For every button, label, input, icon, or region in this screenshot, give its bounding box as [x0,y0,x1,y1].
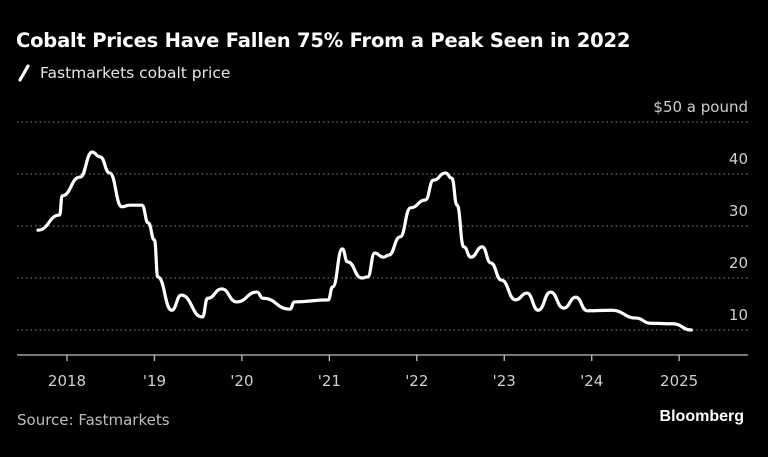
y-tick-label: $50 a pound [653,98,748,116]
y-tick-label: 30 [729,202,748,220]
y-tick-label: 40 [729,150,748,168]
legend-label: Fastmarkets cobalt price [40,64,231,82]
bloomberg-logo: Bloomberg [659,408,744,425]
legend: Fastmarkets cobalt price [18,64,230,82]
series-line [36,150,693,332]
x-tick-label: '22 [405,372,428,390]
legend-swatch-icon [18,64,30,82]
x-tick-label: '24 [580,372,603,390]
y-tick-label: 20 [729,254,748,272]
x-tick-label: '20 [230,372,253,390]
source-note: Source: Fastmarkets [17,411,170,429]
chart-title: Cobalt Prices Have Fallen 75% From a Pea… [16,29,631,52]
x-tick-label: 2025 [660,372,698,390]
x-tick-label: '23 [493,372,516,390]
y-tick-label: 10 [729,306,748,324]
x-tick-label: '21 [318,372,341,390]
x-tick-label: 2018 [48,372,86,390]
x-tick-label: '19 [143,372,166,390]
